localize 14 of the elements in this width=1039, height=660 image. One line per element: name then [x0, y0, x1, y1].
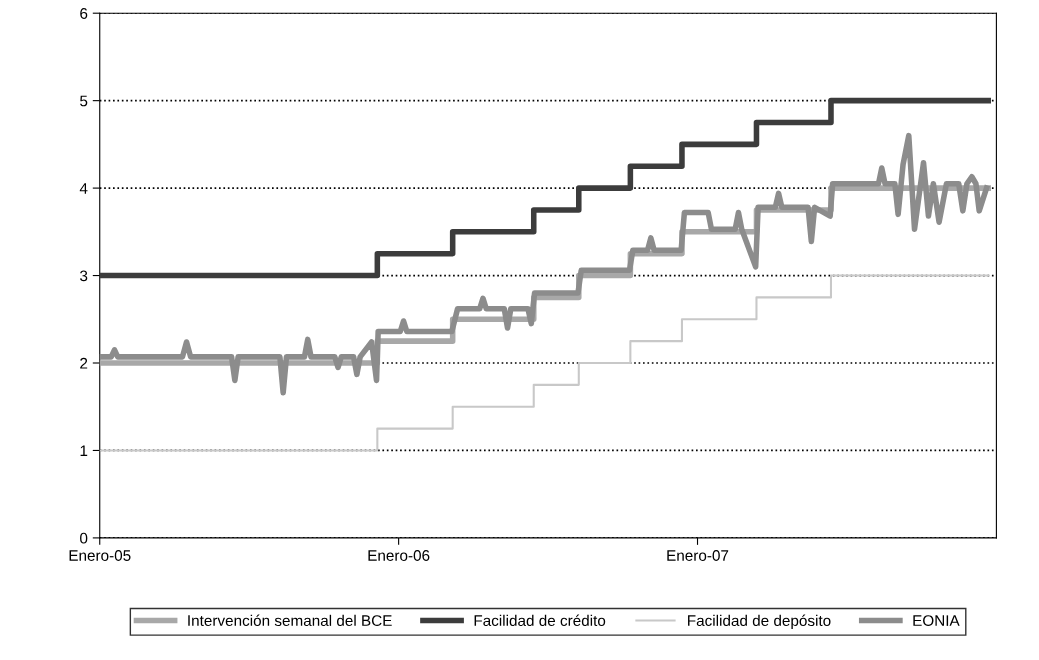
legend-label: Intervención semanal del BCE: [188, 614, 392, 627]
y-tick-label: 5: [80, 95, 88, 107]
y-tick-label: 2: [80, 357, 88, 369]
y-tick-label: 4: [79, 183, 88, 194]
legend-label: Facilidad de depósito: [688, 614, 831, 630]
y-tick-label: 3: [80, 270, 88, 282]
legend-label: Facilidad de crédito: [474, 614, 606, 627]
y-tick-label: 6: [80, 8, 88, 19]
x-tick-label: Enero-06: [368, 550, 430, 561]
x-tick-label: Enero-07: [667, 550, 729, 561]
y-tick-label: 0: [80, 532, 88, 544]
y-tick-label: 1: [80, 445, 88, 456]
x-tick-label: Enero-05: [69, 550, 131, 561]
legend-label: EONIA: [913, 615, 960, 627]
